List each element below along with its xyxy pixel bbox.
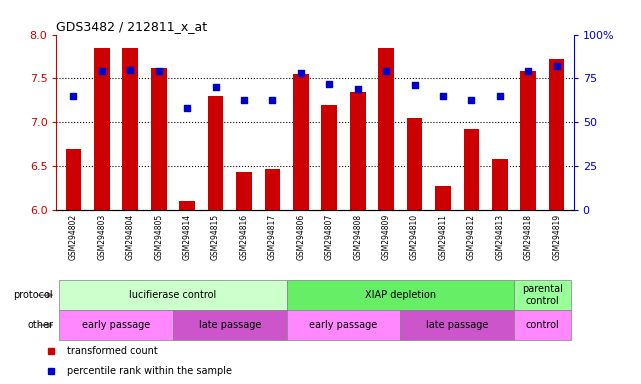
Text: GSM294816: GSM294816: [240, 214, 249, 260]
Bar: [463, 129, 479, 210]
Bar: [287, 280, 514, 310]
Point: [523, 68, 533, 74]
Point: [324, 81, 335, 87]
Point: [125, 66, 135, 73]
Point: [97, 68, 107, 74]
Bar: [59, 310, 173, 340]
Bar: [265, 169, 280, 210]
Text: parental
control: parental control: [522, 285, 563, 306]
Text: GSM294811: GSM294811: [438, 214, 447, 260]
Point: [410, 83, 420, 89]
Text: percentile rank within the sample: percentile rank within the sample: [67, 366, 232, 376]
Text: protocol: protocol: [13, 290, 53, 300]
Bar: [514, 310, 571, 340]
Bar: [321, 105, 337, 210]
Text: GSM294803: GSM294803: [97, 214, 106, 260]
Bar: [65, 149, 81, 210]
Bar: [179, 201, 195, 210]
Bar: [151, 68, 167, 210]
Point: [495, 93, 505, 99]
Bar: [59, 280, 287, 310]
Text: GSM294813: GSM294813: [495, 214, 504, 260]
Text: GSM294808: GSM294808: [353, 214, 362, 260]
Bar: [549, 59, 565, 210]
Bar: [122, 48, 138, 210]
Point: [239, 96, 249, 103]
Text: GSM294812: GSM294812: [467, 214, 476, 260]
Text: GSM294806: GSM294806: [296, 214, 305, 260]
Text: GDS3482 / 212811_x_at: GDS3482 / 212811_x_at: [56, 20, 208, 33]
Bar: [435, 187, 451, 210]
Text: GSM294809: GSM294809: [381, 214, 390, 260]
Point: [267, 96, 278, 103]
Bar: [350, 92, 365, 210]
Bar: [287, 310, 401, 340]
Point: [438, 93, 448, 99]
Point: [466, 96, 476, 103]
Text: transformed count: transformed count: [67, 346, 158, 356]
Bar: [94, 48, 110, 210]
Text: early passage: early passage: [82, 320, 150, 330]
Text: GSM294807: GSM294807: [325, 214, 334, 260]
Bar: [492, 159, 508, 210]
Point: [154, 68, 164, 74]
Point: [296, 70, 306, 76]
Text: GSM294815: GSM294815: [211, 214, 220, 260]
Text: other: other: [27, 320, 53, 330]
Point: [353, 86, 363, 92]
Text: GSM294818: GSM294818: [524, 214, 533, 260]
Bar: [208, 96, 224, 210]
Bar: [173, 310, 287, 340]
Point: [210, 84, 221, 90]
Bar: [406, 118, 422, 210]
Text: control: control: [526, 320, 560, 330]
Text: late passage: late passage: [426, 320, 488, 330]
Bar: [514, 280, 571, 310]
Bar: [520, 71, 536, 210]
Bar: [378, 48, 394, 210]
Text: lucifierase control: lucifierase control: [129, 290, 217, 300]
Point: [381, 68, 391, 74]
Point: [551, 63, 562, 69]
Point: [182, 105, 192, 111]
Text: GSM294805: GSM294805: [154, 214, 163, 260]
Text: GSM294814: GSM294814: [183, 214, 192, 260]
Text: GSM294804: GSM294804: [126, 214, 135, 260]
Point: [69, 93, 79, 99]
Text: GSM294802: GSM294802: [69, 214, 78, 260]
Text: GSM294810: GSM294810: [410, 214, 419, 260]
Text: early passage: early passage: [310, 320, 378, 330]
Bar: [293, 74, 309, 210]
Bar: [401, 310, 514, 340]
Bar: [236, 172, 252, 210]
Text: XIAP depletion: XIAP depletion: [365, 290, 436, 300]
Text: late passage: late passage: [199, 320, 261, 330]
Text: GSM294819: GSM294819: [552, 214, 561, 260]
Text: GSM294817: GSM294817: [268, 214, 277, 260]
